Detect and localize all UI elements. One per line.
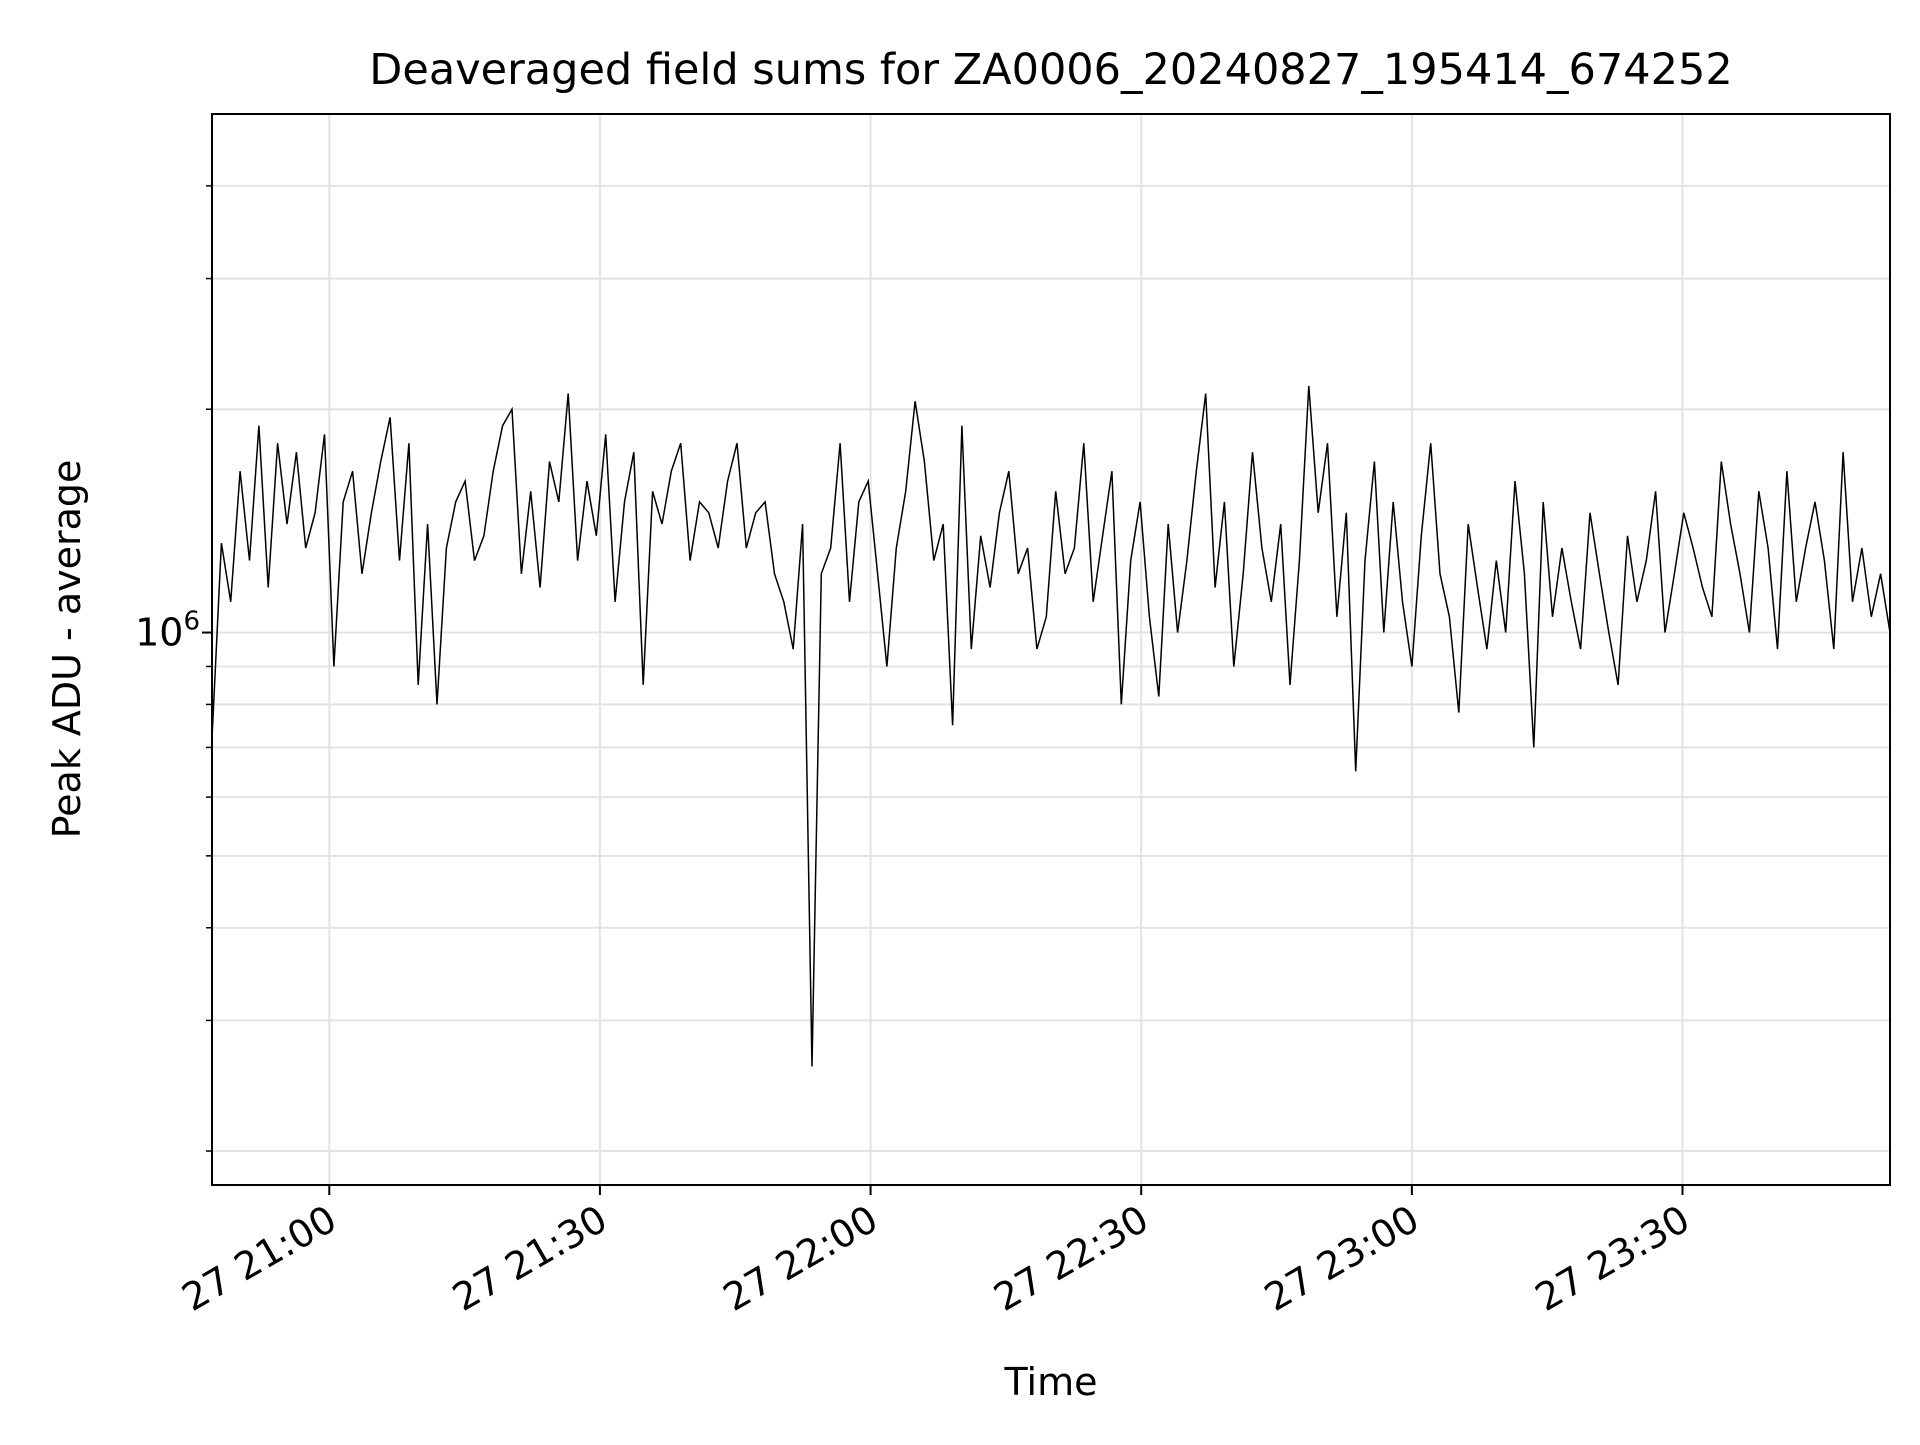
plot-frame — [211, 113, 1891, 1186]
y-axis-label: Peak ADU - average — [45, 460, 89, 839]
grid-layer — [212, 114, 1890, 1185]
x-axis-label: Time — [1004, 1360, 1098, 1404]
series-line — [211, 385, 1891, 1067]
chart-title: Deaveraged field sums for ZA0006_2024082… — [369, 45, 1732, 95]
series-layer — [211, 385, 1891, 1067]
